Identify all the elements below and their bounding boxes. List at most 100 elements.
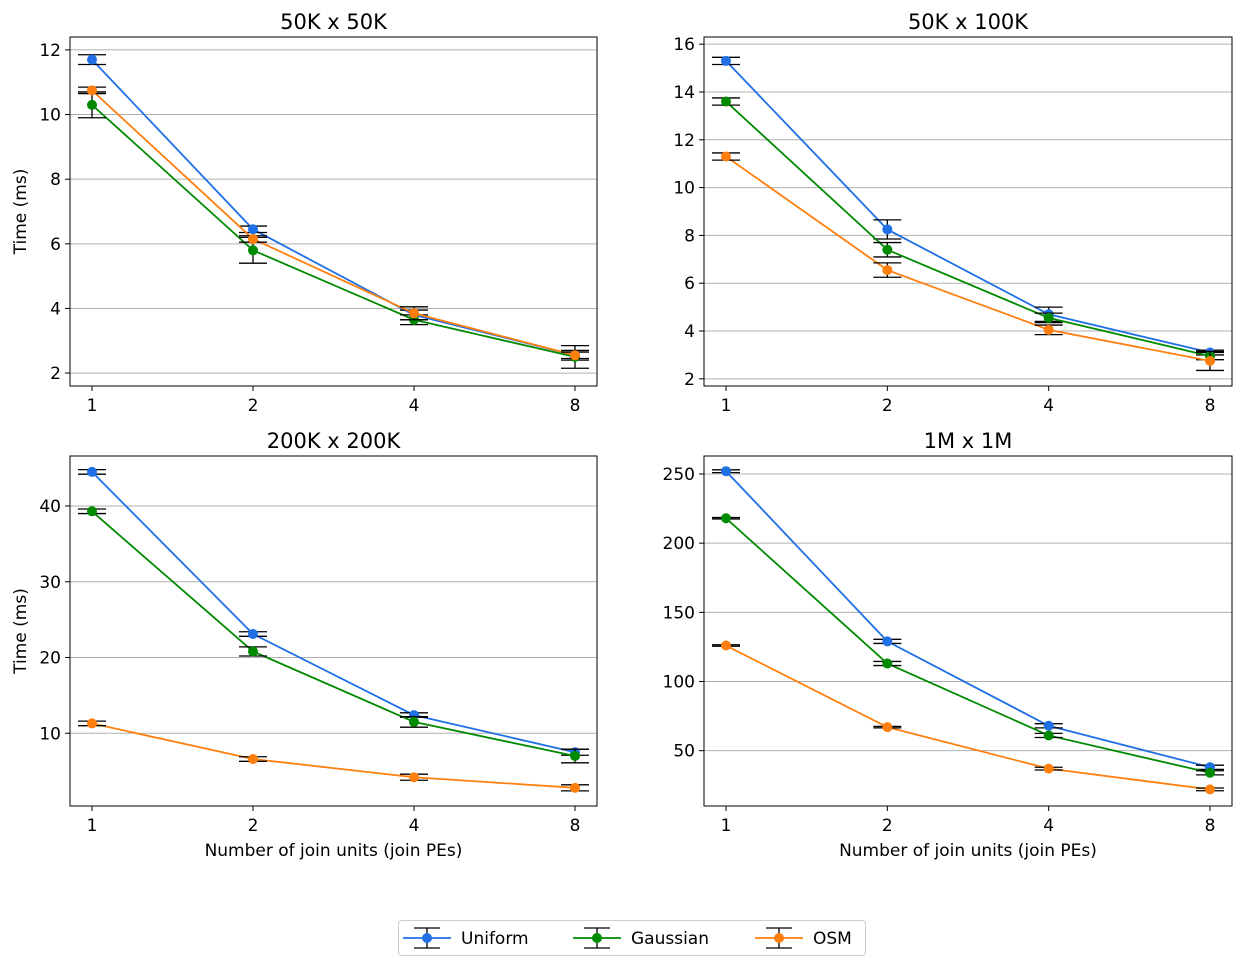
y-tick-label: 10 xyxy=(673,179,695,199)
chart-panel-3: 10 20 30 40 1 2 4 8 200K x 200K Number of join un… xyxy=(11,429,598,861)
data-point-osm xyxy=(570,350,580,361)
y-tick-label: 14 xyxy=(673,83,695,103)
legend-label: Uniform xyxy=(461,929,529,949)
legend-item-uniform: Uniform xyxy=(403,927,529,949)
y-tick-label: 6 xyxy=(50,235,61,255)
series-line-gaussian xyxy=(91,104,576,358)
data-point-uniform xyxy=(882,636,893,647)
series-line-osm xyxy=(725,644,1211,791)
y-tick-label: 12 xyxy=(673,131,695,151)
x-tick-label: 2 xyxy=(882,396,893,416)
plot-frame xyxy=(69,36,598,387)
x-axis-label: Number of join units (join PEs) xyxy=(839,841,1097,861)
plot-frame xyxy=(703,455,1233,807)
y-tick-label: 4 xyxy=(684,322,695,342)
x-tick-label: 8 xyxy=(570,396,581,416)
y-tick-label: 2 xyxy=(50,364,61,384)
data-point-uniform xyxy=(721,55,731,66)
series-line-uniform xyxy=(725,60,1211,354)
data-point-osm xyxy=(882,265,893,276)
series-line-gaussian xyxy=(725,517,1211,774)
y-tick-label: 50 xyxy=(673,742,695,762)
data-point-gaussian xyxy=(248,646,258,657)
y-tick-label: 8 xyxy=(684,226,695,246)
chart-title: 50K x 50K xyxy=(280,10,388,34)
data-point-uniform xyxy=(882,224,893,235)
data-point-osm xyxy=(1205,784,1215,795)
y-tick-label: 100 xyxy=(663,672,695,692)
x-tick-label: 2 xyxy=(248,816,259,836)
x-tick-label: 4 xyxy=(1043,396,1054,416)
data-point-osm xyxy=(409,308,419,319)
data-point-uniform xyxy=(248,629,258,640)
data-point-uniform xyxy=(87,54,97,65)
y-tick-label: 30 xyxy=(39,573,61,593)
x-tick-label: 1 xyxy=(87,816,98,836)
y-tick-label: 6 xyxy=(684,274,695,294)
y-tick-label: 250 xyxy=(663,465,695,485)
data-point-osm xyxy=(409,772,419,783)
chart-title: 200K x 200K xyxy=(267,429,402,453)
plot-frame xyxy=(703,36,1233,387)
legend-item-osm: OSM xyxy=(755,927,852,949)
x-tick-label: 8 xyxy=(1205,816,1216,836)
y-tick-label: 12 xyxy=(39,41,61,61)
data-point-osm xyxy=(1205,355,1215,366)
series-line-uniform xyxy=(91,471,576,754)
x-tick-label: 2 xyxy=(248,396,259,416)
y-tick-label: 2 xyxy=(684,370,695,390)
series-line-uniform xyxy=(725,470,1211,769)
data-point-gaussian xyxy=(248,245,258,256)
series-line-osm xyxy=(91,89,576,357)
series-line-gaussian xyxy=(725,100,1211,357)
data-point-gaussian xyxy=(1043,730,1054,741)
data-point-osm xyxy=(1043,763,1054,774)
data-point-osm xyxy=(87,718,97,729)
y-tick-label: 8 xyxy=(50,170,61,190)
plot-frame xyxy=(69,455,598,807)
y-tick-label: 200 xyxy=(663,534,695,554)
data-point-uniform xyxy=(87,466,97,477)
x-tick-label: 4 xyxy=(409,816,420,836)
data-point-gaussian xyxy=(409,716,419,727)
x-tick-label: 1 xyxy=(721,396,732,416)
data-point-gaussian xyxy=(721,96,731,107)
x-tick-label: 4 xyxy=(1043,816,1054,836)
x-tick-label: 8 xyxy=(570,816,581,836)
data-point-gaussian xyxy=(882,244,893,255)
y-tick-label: 20 xyxy=(39,649,61,669)
legend-item-gaussian: Gaussian xyxy=(573,927,709,949)
chart-panel-4: 50 100 150 200 250 1 2 4 8 1M x 1M Number of join … xyxy=(663,429,1233,861)
legend-marker xyxy=(422,933,432,943)
data-point-osm xyxy=(1043,324,1054,335)
data-point-gaussian xyxy=(570,751,580,761)
data-point-osm xyxy=(721,151,731,162)
data-point-osm xyxy=(721,640,731,651)
x-tick-label: 8 xyxy=(1205,396,1216,416)
legend-label: Gaussian xyxy=(631,929,709,949)
data-point-gaussian xyxy=(1205,767,1215,778)
data-point-osm xyxy=(248,233,258,244)
y-tick-label: 10 xyxy=(39,724,61,744)
x-tick-label: 1 xyxy=(721,816,732,836)
data-point-osm xyxy=(87,85,97,96)
data-point-gaussian xyxy=(1043,312,1054,323)
legend-marker xyxy=(774,933,784,943)
data-point-gaussian xyxy=(87,506,97,517)
x-tick-label: 2 xyxy=(882,816,893,836)
data-point-uniform xyxy=(1043,720,1054,731)
y-tick-label: 4 xyxy=(50,299,61,319)
legend-label: OSM xyxy=(813,929,852,949)
y-axis-label: Time (ms) xyxy=(11,588,31,675)
series-line-uniform xyxy=(91,59,576,357)
y-tick-label: 40 xyxy=(39,497,61,517)
x-axis-label: Number of join units (join PEs) xyxy=(205,841,463,861)
series-line-osm xyxy=(725,155,1211,362)
data-point-osm xyxy=(882,722,893,733)
data-point-osm xyxy=(570,782,580,793)
x-tick-label: 4 xyxy=(409,396,420,416)
series-line-osm xyxy=(91,722,576,789)
